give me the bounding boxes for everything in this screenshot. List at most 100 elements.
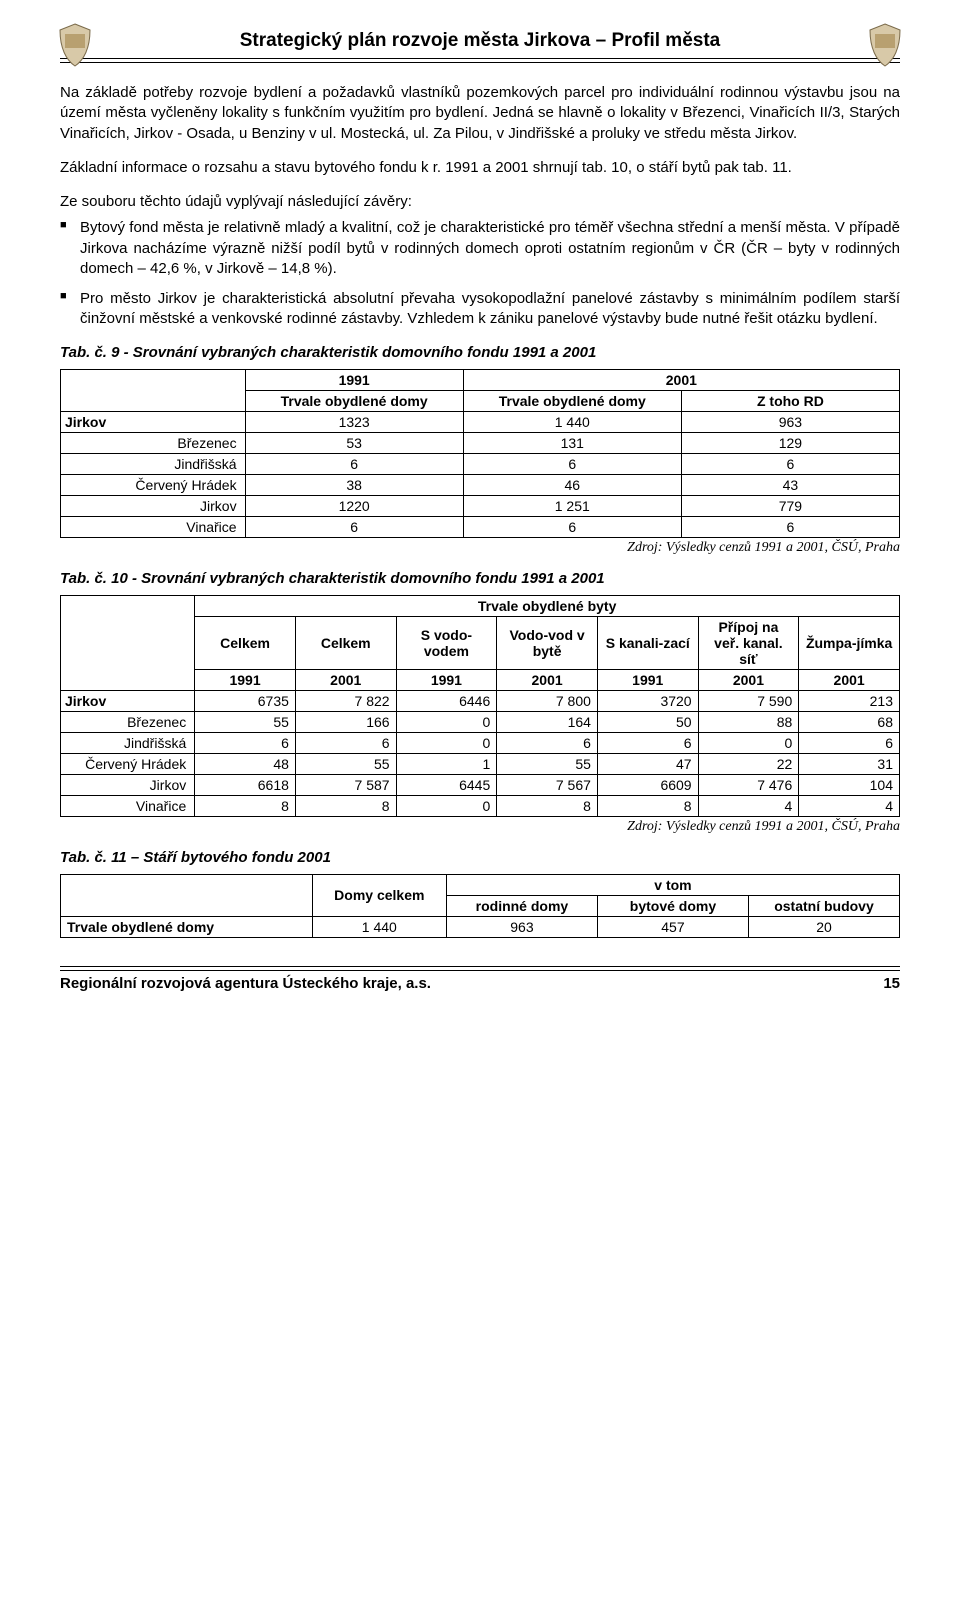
cell: 129 <box>681 432 899 453</box>
cell: 6 <box>497 732 598 753</box>
header-rule-2 <box>60 62 900 63</box>
row-label: Trvale obydlené domy <box>61 916 313 937</box>
cell: 6735 <box>195 690 296 711</box>
tab9-h-tod2: Trvale obydlené domy <box>463 390 681 411</box>
cell: 0 <box>396 795 497 816</box>
cell: 6445 <box>396 774 497 795</box>
tab10-h-vodov: Vodo-vod v bytě <box>497 616 598 669</box>
tab10-h-pripoj: Přípoj na veř. kanal. síť <box>698 616 799 669</box>
table-11: Domy celkem v tom rodinné domy bytové do… <box>60 874 900 938</box>
cell: 6 <box>681 453 899 474</box>
tab10-y-3: 2001 <box>497 669 598 690</box>
tab10-y-2: 1991 <box>396 669 497 690</box>
cell: 1 440 <box>312 916 446 937</box>
cell: 8 <box>295 795 396 816</box>
cell: 457 <box>597 916 748 937</box>
cell: 46 <box>463 474 681 495</box>
table-row: Červený Hrádek384643 <box>61 474 900 495</box>
tab10-y-5: 2001 <box>698 669 799 690</box>
table-row: Jindřišská6606606 <box>61 732 900 753</box>
cell: 7 567 <box>497 774 598 795</box>
cell: 6 <box>463 453 681 474</box>
bullet-2: Pro město Jirkov je charakteristická abs… <box>60 289 900 330</box>
cell: 3720 <box>597 690 698 711</box>
cell: 68 <box>799 711 900 732</box>
tab9-source: Zdroj: Výsledky cenzů 1991 a 2001, ČSÚ, … <box>60 540 900 556</box>
table-row: Jirkov66187 58764457 56766097 476104 <box>61 774 900 795</box>
cell: 963 <box>681 411 899 432</box>
cell: 8 <box>195 795 296 816</box>
cell: 6 <box>463 516 681 537</box>
cell: 1 440 <box>463 411 681 432</box>
cell: 1323 <box>245 411 463 432</box>
cell: 7 822 <box>295 690 396 711</box>
cell: 779 <box>681 495 899 516</box>
footer-page-number: 15 <box>883 975 900 992</box>
cell: 7 800 <box>497 690 598 711</box>
cell: 8 <box>597 795 698 816</box>
table-row: Vinařice666 <box>61 516 900 537</box>
paragraph-1: Na základě potřeby rozvoje bydlení a pož… <box>60 83 900 144</box>
cell: 1 251 <box>463 495 681 516</box>
cell: 6 <box>245 453 463 474</box>
cell: 104 <box>799 774 900 795</box>
row-label: Březenec <box>61 432 246 453</box>
tab10-h-top: Trvale obydlené byty <box>195 595 900 616</box>
row-label: Jirkov <box>61 774 195 795</box>
tab11-h-bytove: bytové domy <box>597 895 748 916</box>
row-label: Červený Hrádek <box>61 474 246 495</box>
cell: 55 <box>295 753 396 774</box>
row-label: Vinařice <box>61 516 246 537</box>
cell: 31 <box>799 753 900 774</box>
row-label: Jirkov <box>61 690 195 711</box>
cell: 0 <box>396 732 497 753</box>
cell: 6609 <box>597 774 698 795</box>
tab10-y-4: 1991 <box>597 669 698 690</box>
page-footer: Regionální rozvojová agentura Ústeckého … <box>60 966 900 992</box>
cell: 131 <box>463 432 681 453</box>
tab10-h-zumpa: Žumpa-jímka <box>799 616 900 669</box>
table-row: Březenec551660164508868 <box>61 711 900 732</box>
table-10: Trvale obydlené byty Celkem Celkem S vod… <box>60 595 900 817</box>
tab10-caption: Tab. č. 10 - Srovnání vybraných charakte… <box>60 570 900 587</box>
page: Strategický plán rozvoje města Jirkova –… <box>30 0 930 1012</box>
tab10-source: Zdroj: Výsledky cenzů 1991 a 2001, ČSÚ, … <box>60 819 900 835</box>
cell: 43 <box>681 474 899 495</box>
tab10-h-c1: Celkem <box>195 616 296 669</box>
cell: 55 <box>497 753 598 774</box>
tab10-h-skanal: S kanali-zací <box>597 616 698 669</box>
cell: 6 <box>597 732 698 753</box>
cell: 164 <box>497 711 598 732</box>
header-rule-1 <box>60 58 900 59</box>
cell: 6 <box>295 732 396 753</box>
cell: 53 <box>245 432 463 453</box>
table-row: Jirkov67357 82264467 80037207 590213 <box>61 690 900 711</box>
tab11-h-ostatni: ostatní budovy <box>748 895 899 916</box>
paragraph-2: Základní informace o rozsahu a stavu byt… <box>60 158 900 178</box>
tab10-h-c2: Celkem <box>295 616 396 669</box>
header-title: Strategický plán rozvoje města Jirkova –… <box>240 30 720 52</box>
tab10-y-1: 2001 <box>295 669 396 690</box>
footer-rule-2 <box>60 970 900 971</box>
cell: 7 587 <box>295 774 396 795</box>
cell: 166 <box>295 711 396 732</box>
row-label: Jirkov <box>61 495 246 516</box>
cell: 6 <box>681 516 899 537</box>
cell: 50 <box>597 711 698 732</box>
table-9: 1991 2001 Trvale obydlené domy Trvale ob… <box>60 369 900 538</box>
cell: 1220 <box>245 495 463 516</box>
table-row: Březenec53131129 <box>61 432 900 453</box>
cell: 22 <box>698 753 799 774</box>
row-label: Jindřišská <box>61 453 246 474</box>
tab11-h-domy: Domy celkem <box>312 874 446 916</box>
row-label: Jindřišská <box>61 732 195 753</box>
cell: 7 476 <box>698 774 799 795</box>
cell: 0 <box>396 711 497 732</box>
cell: 4 <box>698 795 799 816</box>
row-label: Vinařice <box>61 795 195 816</box>
crest-right-icon <box>860 20 910 70</box>
bullet-list: Bytový fond města je relativně mladý a k… <box>60 218 900 329</box>
row-label: Jirkov <box>61 411 246 432</box>
tab10-h-svodo: S vodo-vodem <box>396 616 497 669</box>
table-row: Jirkov13231 440963 <box>61 411 900 432</box>
